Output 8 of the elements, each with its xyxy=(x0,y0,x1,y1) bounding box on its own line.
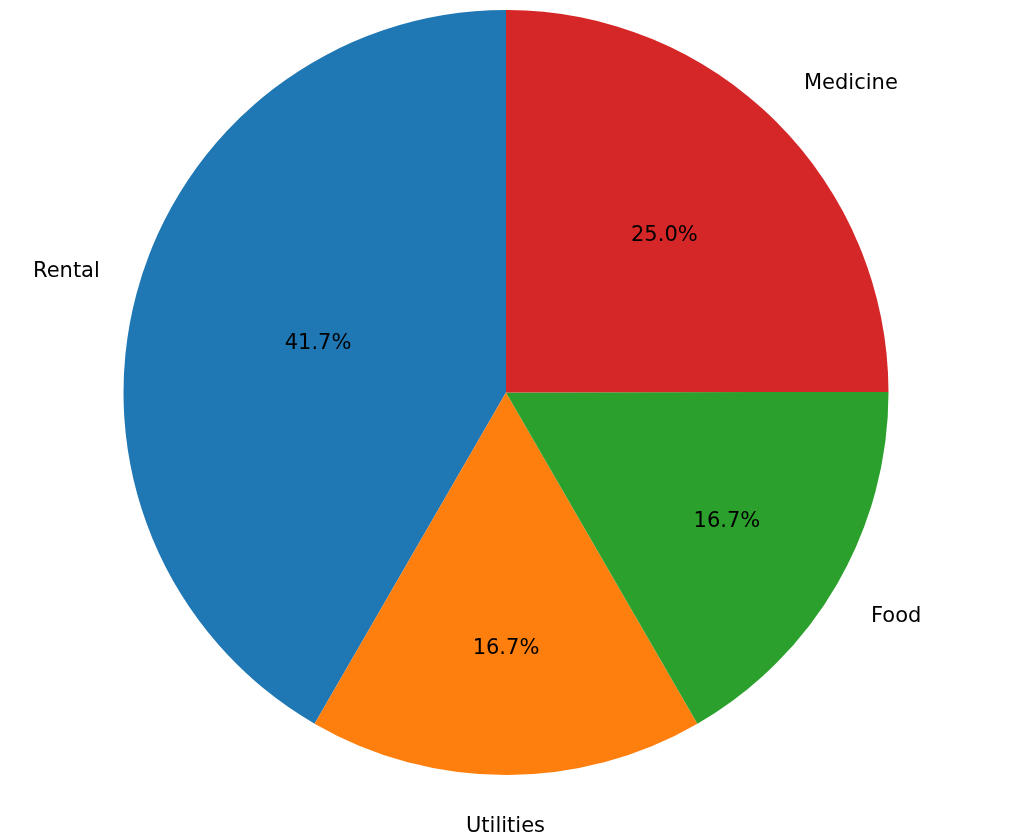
slice-label: Medicine xyxy=(804,70,898,94)
data-label: 41.7% xyxy=(284,330,352,355)
data-label: 16.7% xyxy=(693,507,761,532)
data-label: 25.0% xyxy=(631,221,698,246)
slice-label: Utilities xyxy=(466,813,546,837)
slice-label: Food xyxy=(871,603,922,627)
data-label: 16.7% xyxy=(472,635,540,660)
slice-label: Rental xyxy=(33,258,100,282)
